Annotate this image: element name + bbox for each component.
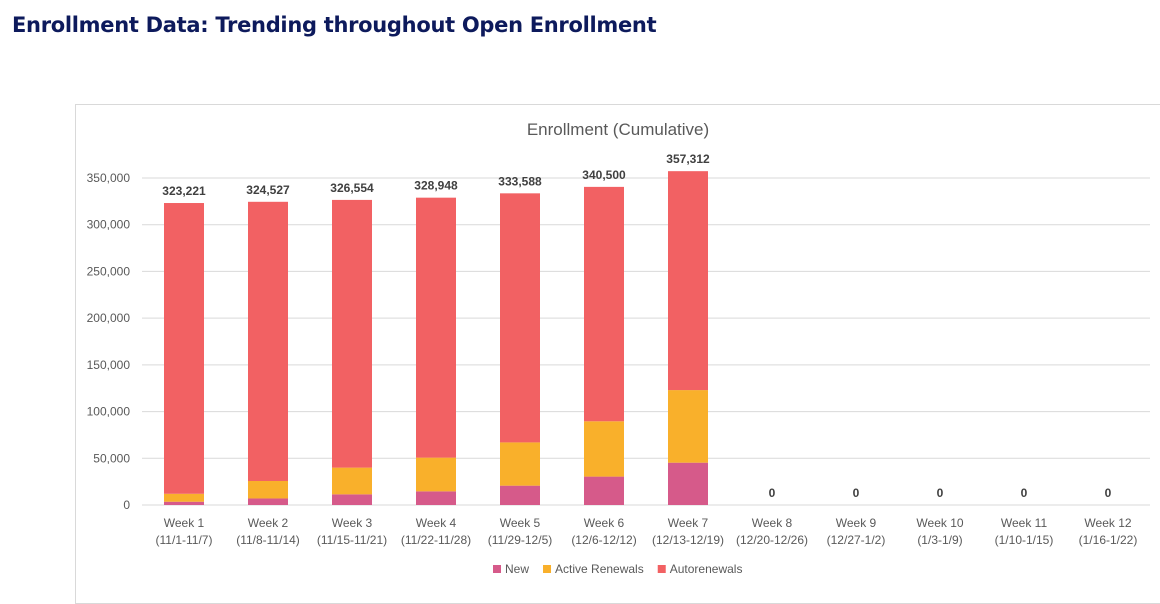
y-tick-label: 250,000 [87, 264, 131, 278]
legend-swatch [657, 565, 666, 573]
x-tick-sublabel: (11/15-11/21) [317, 533, 387, 547]
x-tick-sublabel: (12/20-12/26) [736, 533, 808, 547]
bar-segment-new [500, 485, 540, 505]
data-label: 357,312 [666, 152, 710, 166]
y-tick-label: 0 [123, 498, 130, 512]
data-label: 340,500 [582, 168, 626, 182]
bar-segment-autorenewals [584, 186, 624, 422]
y-tick-label: 50,000 [93, 451, 130, 465]
bar-segment-active-renewals [668, 390, 708, 463]
data-label: 0 [853, 486, 860, 500]
data-label: 0 [1021, 486, 1028, 500]
page-title: Enrollment Data: Trending throughout Ope… [12, 13, 657, 37]
data-label: 0 [769, 486, 776, 500]
x-tick-label: Week 4 [416, 516, 457, 530]
data-label: 324,527 [246, 183, 290, 197]
x-tick-sublabel: (11/1-11/7) [156, 533, 213, 547]
chart-title: Enrollment (Cumulative) [527, 120, 709, 139]
x-tick-label: Week 6 [584, 516, 625, 530]
y-tick-label: 350,000 [87, 171, 131, 185]
bar-segment-new [416, 491, 456, 505]
x-tick-label: Week 9 [836, 516, 877, 530]
x-tick-sublabel: (1/16-1/22) [1079, 533, 1138, 547]
bar-segment-autorenewals [248, 201, 288, 481]
bar-segment-new [332, 494, 372, 505]
legend-label: Autorenewals [670, 562, 743, 576]
bar-segment-active-renewals [584, 421, 624, 477]
y-tick-label: 150,000 [87, 358, 131, 372]
bar-segment-autorenewals [668, 171, 708, 391]
data-label: 333,588 [498, 174, 542, 188]
x-tick-label: Week 2 [248, 516, 289, 530]
bar-segment-autorenewals [500, 193, 540, 443]
x-tick-sublabel: (11/8-11/14) [236, 533, 300, 547]
bar-segment-autorenewals [164, 203, 204, 494]
x-tick-label: Week 12 [1084, 516, 1131, 530]
x-tick-label: Week 7 [668, 516, 709, 530]
data-label: 323,221 [162, 184, 206, 198]
bar-segment-new [668, 462, 708, 505]
x-tick-label: Week 1 [164, 516, 205, 530]
x-tick-label: Week 8 [752, 516, 793, 530]
bar-segment-new [164, 501, 204, 505]
legend-swatch [543, 565, 552, 573]
x-tick-sublabel: (12/6-12/12) [571, 533, 636, 547]
bar-segment-active-renewals [164, 493, 204, 502]
bar-segment-active-renewals [500, 442, 540, 486]
y-tick-label: 100,000 [87, 405, 131, 419]
x-tick-label: Week 11 [1001, 516, 1048, 530]
x-tick-label: Week 3 [332, 516, 373, 530]
x-tick-sublabel: (12/27-1/2) [827, 533, 886, 547]
bar-segment-active-renewals [248, 480, 288, 499]
legend-label: New [505, 562, 529, 576]
y-tick-label: 200,000 [87, 311, 131, 325]
x-tick-label: Week 10 [916, 516, 963, 530]
x-tick-sublabel: (11/22-11/28) [401, 533, 471, 547]
enrollment-chart: Enrollment (Cumulative) 0 50,000 100,000 15… [87, 120, 1150, 576]
data-label: 326,554 [330, 181, 374, 195]
bar-segment-active-renewals [332, 467, 372, 495]
x-tick-sublabel: (11/29-12/5) [488, 533, 552, 547]
x-tick-sublabel: (1/10-1/15) [995, 533, 1054, 547]
y-tick-label: 300,000 [87, 218, 131, 232]
data-label: 0 [937, 486, 944, 500]
x-tick-sublabel: (12/13-12/19) [652, 533, 724, 547]
bar-segment-autorenewals [416, 197, 456, 458]
bar-segment-active-renewals [416, 457, 456, 492]
x-tick-sublabel: (1/3-1/9) [917, 533, 962, 547]
legend-label: Active Renewals [555, 562, 644, 576]
data-label: 0 [1105, 486, 1112, 500]
bar-segment-new [248, 498, 288, 505]
legend-swatch [493, 565, 501, 573]
data-label: 328,948 [414, 179, 458, 193]
bar-segment-autorenewals [332, 199, 372, 468]
x-tick-label: Week 5 [500, 516, 541, 530]
bar-segment-new [584, 476, 624, 505]
